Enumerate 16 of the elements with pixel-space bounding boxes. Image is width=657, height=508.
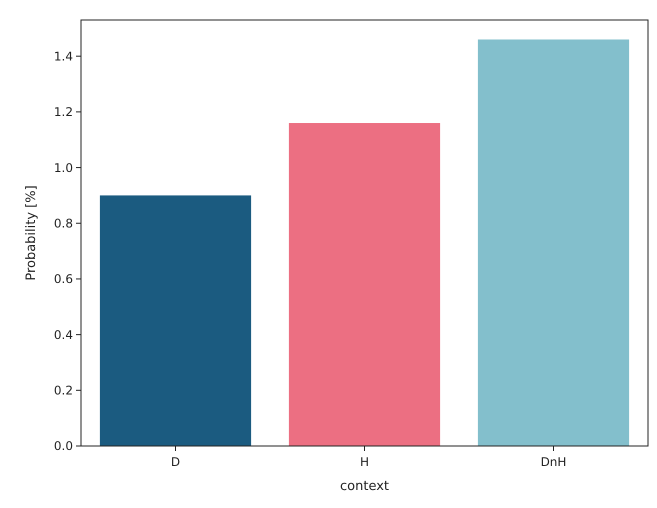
y-tick-label: 0.2: [54, 384, 73, 398]
x-tick-label: D: [170, 455, 180, 469]
bar: [100, 195, 252, 446]
y-axis-title: Probability [%]: [24, 185, 39, 281]
y-tick-label: 0.0: [54, 439, 73, 454]
y-tick-label: 1.2: [54, 105, 73, 120]
y-tick-label: 0.6: [54, 272, 73, 286]
x-tick-label: DnH: [540, 455, 566, 469]
bar: [288, 123, 440, 446]
x-tick-label: H: [360, 455, 370, 469]
y-tick-label: 0.8: [54, 216, 73, 230]
y-tick-label: 1.4: [54, 49, 73, 64]
y-tick-label: 0.4: [54, 328, 73, 342]
bar: [478, 39, 630, 446]
x-axis-title: context: [340, 479, 389, 494]
y-tick-label: 1.0: [54, 160, 73, 175]
